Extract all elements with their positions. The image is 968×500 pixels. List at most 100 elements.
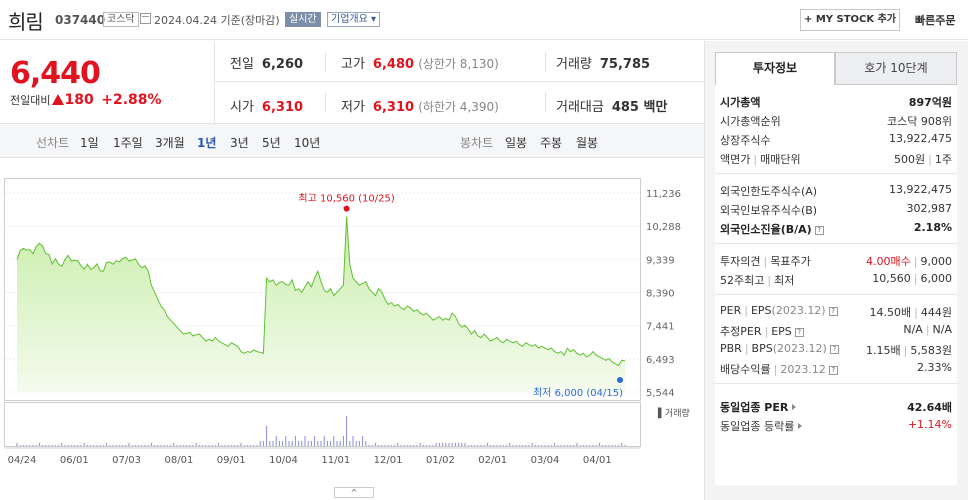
volume-bar bbox=[522, 445, 524, 446]
collapse-chart-button[interactable]: ^ bbox=[334, 487, 374, 498]
volume-bar bbox=[563, 445, 565, 446]
company-info-label: 기업개요 bbox=[331, 14, 368, 25]
listed-shares-row: 상장주식수 13,922,475 bbox=[720, 132, 952, 147]
help-icon[interactable]: ? bbox=[814, 226, 824, 235]
volume-bar bbox=[592, 445, 594, 446]
volume-bar bbox=[528, 445, 530, 446]
volume-bar bbox=[579, 445, 581, 446]
x-tick-label: 11/01 bbox=[321, 455, 350, 466]
company-info-dropdown[interactable]: 기업개요 ▾ bbox=[327, 12, 381, 27]
market-badge: 코스닥 bbox=[103, 12, 139, 27]
volume-bar bbox=[618, 445, 620, 446]
stock-name: 희림 bbox=[8, 10, 44, 34]
price-line bbox=[16, 216, 626, 367]
price-chart[interactable]: 11,236 10,288 9,339 8,390 7,441 6,493 5,544 최고 … bbox=[0, 158, 704, 484]
volume-bar bbox=[86, 445, 88, 446]
period-1y[interactable]: 1년 bbox=[197, 136, 217, 150]
volume-bar bbox=[547, 445, 549, 446]
volume-bar bbox=[262, 441, 264, 446]
volume-bar bbox=[349, 441, 351, 446]
quick-order-button[interactable]: 빠른주문 bbox=[915, 14, 956, 27]
industry-per-row[interactable]: 동일업종 PER 42.64배 bbox=[720, 401, 952, 414]
divider bbox=[214, 41, 215, 123]
period-3y[interactable]: 3년 bbox=[230, 136, 249, 150]
volume-bar bbox=[22, 445, 24, 446]
volume-bar bbox=[122, 445, 124, 446]
volume-label: ▌거래량 bbox=[657, 407, 690, 419]
x-tick-label: 03/04 bbox=[531, 455, 560, 466]
period-5y[interactable]: 5년 bbox=[262, 136, 281, 150]
tab-quote-10[interactable]: 호가 10단계 bbox=[835, 52, 957, 85]
volume-bar bbox=[83, 443, 85, 446]
volume-frame bbox=[4, 402, 641, 447]
period-10y[interactable]: 10년 bbox=[294, 136, 321, 150]
volume-bar bbox=[19, 445, 21, 446]
volume-bar bbox=[557, 445, 559, 446]
change-value: 180 bbox=[64, 92, 94, 108]
x-tick-label: 01/02 bbox=[426, 455, 455, 466]
my-stock-add-button[interactable]: + MY STOCK 추가 bbox=[800, 9, 900, 31]
period-1w[interactable]: 1주일 bbox=[113, 136, 143, 150]
volume-bar bbox=[166, 445, 168, 446]
volume-bar bbox=[435, 443, 437, 446]
volume-bar bbox=[42, 445, 44, 446]
volume-bar bbox=[112, 445, 114, 446]
volume-bar bbox=[246, 445, 248, 446]
x-tick-label: 04/24 bbox=[8, 455, 37, 466]
period-3m[interactable]: 3개월 bbox=[155, 136, 185, 150]
up-arrow-icon bbox=[52, 94, 65, 105]
face-value-row: 액면가 | 매매단위 500원 | 1주 bbox=[720, 153, 952, 166]
dividend-row: 배당수익률 | 2023.12? 2.33% bbox=[720, 361, 952, 376]
open-price: 시가 6,310 bbox=[230, 100, 304, 115]
volume-bar bbox=[541, 445, 543, 446]
realtime-button[interactable]: 실시간 bbox=[285, 12, 321, 27]
low-marker bbox=[617, 377, 623, 384]
prev-close: 전일 6,260 bbox=[230, 57, 304, 72]
market-cap-row: 시가총액 897억원 bbox=[720, 96, 952, 109]
help-icon[interactable]: ? bbox=[794, 328, 804, 337]
volume-bar bbox=[234, 445, 236, 446]
volume-bar bbox=[227, 445, 229, 446]
help-icon[interactable]: ? bbox=[828, 366, 838, 375]
volume-bar bbox=[429, 445, 431, 446]
candle-monthly[interactable]: 월봉 bbox=[576, 136, 599, 150]
volume-bar bbox=[269, 441, 271, 446]
help-icon[interactable]: ? bbox=[829, 345, 839, 354]
volume-bar bbox=[211, 445, 213, 446]
candle-weekly[interactable]: 주봉 bbox=[540, 136, 563, 150]
low-label: 최저 6,000 (04/15) bbox=[533, 387, 623, 399]
volume-bar bbox=[90, 445, 92, 446]
help-icon[interactable]: ? bbox=[828, 307, 838, 316]
volume-bar bbox=[368, 445, 370, 446]
volume-bar bbox=[131, 445, 133, 446]
volume-bar bbox=[403, 445, 405, 446]
volume-bar bbox=[240, 443, 242, 446]
volume-bar bbox=[538, 445, 540, 446]
chart-frame bbox=[4, 178, 641, 401]
volume-bar bbox=[336, 441, 338, 446]
period-1d[interactable]: 1일 bbox=[80, 136, 99, 150]
volume-bar bbox=[208, 445, 210, 446]
divider bbox=[715, 294, 957, 295]
volume-bar bbox=[374, 443, 376, 446]
industry-rate-row[interactable]: 동일업종 등락률 +1.14% bbox=[720, 418, 952, 433]
volume-bar bbox=[35, 445, 37, 446]
volume-bar bbox=[502, 445, 504, 446]
volume-bar bbox=[93, 445, 95, 446]
volume-bar bbox=[48, 445, 50, 446]
volume-bar bbox=[358, 441, 360, 446]
volume-bar bbox=[339, 441, 341, 446]
volume-bar bbox=[106, 443, 108, 446]
x-tick-label: 09/01 bbox=[217, 455, 246, 466]
y-tick-label: 10,288 bbox=[646, 222, 681, 233]
candle-daily[interactable]: 일봉 bbox=[505, 136, 528, 150]
x-tick-label: 10/04 bbox=[269, 455, 298, 466]
pbr-row: PBR | BPS(2023.12)? 1.15배 | 5,583원 bbox=[720, 342, 952, 357]
tab-investment-info[interactable]: 투자정보 bbox=[715, 52, 835, 85]
volume-bar bbox=[400, 445, 402, 446]
volume-bar bbox=[381, 445, 383, 446]
volume-bar bbox=[458, 443, 460, 446]
volume-bar bbox=[138, 445, 140, 446]
volume-bar bbox=[125, 445, 127, 446]
volume-bar bbox=[320, 441, 322, 446]
